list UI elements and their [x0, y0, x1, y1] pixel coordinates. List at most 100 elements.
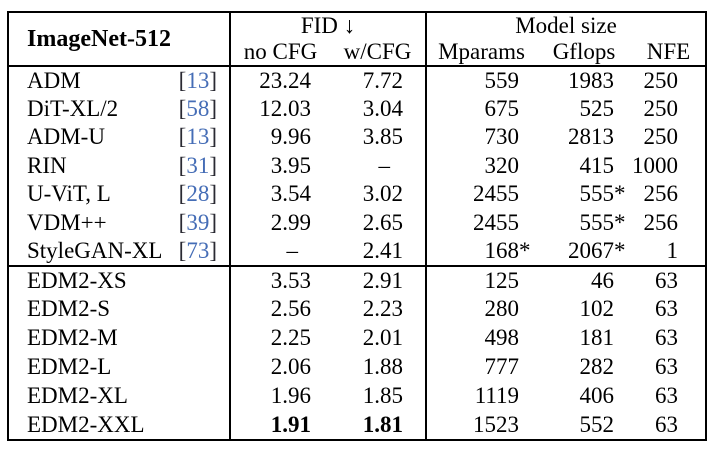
mparams-cell: 498	[484, 325, 520, 350]
fid-no-cfg-cell: 2.06	[270, 354, 311, 379]
model-name-cell: EDM2-L	[8, 352, 231, 382]
baseline-methods-group: ADM [13] 23.24 7.72 559 1983 250 DiT-XL/…	[8, 66, 706, 266]
col-header-no-cfg: no CFG	[243, 39, 318, 64]
nfe-cell: 1	[666, 237, 679, 263]
fid-no-cfg-cell: 23.24	[259, 67, 311, 93]
model-name-cell: DiT-XL/2 [58]	[8, 94, 231, 123]
mparams-cell: 730	[484, 124, 520, 150]
gflops-cell: 555*	[579, 181, 626, 207]
gflops-cell: 181	[579, 325, 615, 350]
mparams-cell: 168*	[484, 237, 531, 263]
citation-number: 13	[186, 124, 210, 150]
fid-w-cfg-cell: 7.72	[330, 66, 427, 95]
col-header-nfe: NFE	[646, 39, 691, 64]
fid-no-cfg-cell: 2.25	[270, 325, 311, 350]
nfe-cell: 1000	[632, 152, 678, 178]
nfe-cell: 63	[655, 354, 678, 379]
table-row: VDM++ [39] 2.99 2.65 2455 555* 256	[8, 208, 706, 237]
table-row: U-ViT, L [28] 3.54 3.02 2455 555* 256	[8, 180, 706, 209]
mparams-cell: 1119	[474, 383, 519, 408]
fid-w-cfg-cell: 1.81	[330, 410, 427, 440]
fid-w-cfg-cell: 1.88	[330, 352, 427, 382]
col-header-gflops: Gflops	[552, 39, 616, 64]
citation-number: 31	[186, 152, 210, 178]
table-row: EDM2-L 2.06 1.88 777 282 63	[8, 352, 706, 382]
table-row: ADM-U [13] 9.96 3.85 730 2813 250	[8, 123, 706, 152]
fid-no-cfg-cell: 2.99	[270, 209, 311, 235]
nfe-cell: 63	[655, 296, 678, 321]
fid-w-cfg-cell: 2.65	[330, 208, 427, 237]
model-name-cell: ADM [13]	[8, 66, 231, 95]
table-row: RIN [31] 3.95 – 320 415 1000	[8, 151, 706, 180]
model-name: StyleGAN-XL	[27, 237, 163, 263]
gflops-cell: 2067*	[568, 237, 626, 263]
mparams-cell: 280	[484, 296, 520, 321]
model-name: EDM2-XS	[27, 267, 127, 293]
model-name-cell: VDM++ [39]	[8, 208, 231, 237]
gflops-cell: 415	[579, 152, 615, 178]
fid-w-cfg-cell: 1.85	[330, 381, 427, 411]
fid-no-cfg-cell: –	[286, 237, 299, 263]
table-row: ADM [13] 23.24 7.72 559 1983 250	[8, 66, 706, 95]
model-name-cell: RIN [31]	[8, 151, 231, 180]
model-name: EDM2-M	[27, 325, 118, 350]
nfe-cell: 250	[643, 67, 679, 93]
model-name-cell: EDM2-M	[8, 323, 231, 353]
table-row: EDM2-XXL 1.91 1.81 1523 552 63	[8, 410, 706, 440]
model-name: ADM-U	[27, 124, 105, 150]
model-name: EDM2-S	[27, 296, 111, 321]
citation-link[interactable]: [13]	[178, 67, 217, 93]
col-header-mparams: Mparams	[438, 39, 525, 64]
fid-no-cfg-cell: 3.95	[270, 152, 311, 178]
model-name: RIN	[27, 152, 67, 178]
gflops-cell: 552	[579, 411, 615, 437]
fid-no-cfg-cell: 3.54	[270, 181, 311, 207]
mparams-cell: 2455	[473, 181, 519, 207]
col-header-w-cfg: w/CFG	[330, 39, 427, 66]
table-title: ImageNet-512	[8, 12, 231, 66]
table-row: EDM2-XS 3.53 2.91 125 46 63	[8, 265, 706, 295]
fid-no-cfg-cell: 1.91	[270, 411, 311, 437]
citation-link[interactable]: [31]	[178, 152, 217, 178]
table-row: EDM2-M 2.25 2.01 498 181 63	[8, 323, 706, 353]
model-name-cell: ADM-U [13]	[8, 123, 231, 152]
table-row: StyleGAN-XL [73] – 2.41 168* 2067* 1	[8, 237, 706, 266]
citation-link[interactable]: [39]	[178, 209, 217, 235]
citation-link[interactable]: [58]	[178, 95, 217, 121]
model-name-cell: EDM2-XL	[8, 381, 231, 411]
model-name: DiT-XL/2	[27, 95, 119, 121]
table-row: DiT-XL/2 [58] 12.03 3.04 675 525 250	[8, 94, 706, 123]
fid-w-cfg-cell: 3.85	[330, 123, 427, 152]
fid-w-cfg-cell: 2.41	[330, 237, 427, 266]
mparams-cell: 559	[484, 67, 520, 93]
nfe-cell: 63	[655, 267, 678, 293]
fid-w-cfg-cell: 2.23	[330, 294, 427, 324]
nfe-cell: 256	[643, 181, 679, 207]
fid-w-cfg-cell: 2.01	[330, 323, 427, 353]
model-name: EDM2-XXL	[27, 411, 145, 437]
citation-number: 28	[186, 181, 210, 207]
gflops-cell: 282	[579, 354, 615, 379]
citation-link[interactable]: [28]	[178, 181, 217, 207]
nfe-cell: 250	[643, 95, 679, 121]
fid-w-cfg-cell: –	[330, 151, 427, 180]
model-name: U-ViT, L	[27, 181, 111, 207]
gflops-cell: 102	[579, 296, 615, 321]
citation-link[interactable]: [13]	[178, 124, 217, 150]
model-name: ADM	[27, 67, 81, 93]
edm2-methods-group: EDM2-XS 3.53 2.91 125 46 63 EDM2-S 2.56 …	[8, 265, 706, 440]
model-name: EDM2-L	[27, 354, 112, 379]
citation-link[interactable]: [73]	[178, 237, 217, 263]
fid-group-header: FID ↓	[230, 12, 427, 39]
fid-w-cfg-cell: 2.91	[330, 265, 427, 295]
model-name: VDM++	[27, 209, 107, 235]
citation-number: 13	[186, 67, 210, 93]
nfe-cell: 256	[643, 209, 679, 235]
imagenet512-results-table: ImageNet-512 FID ↓ Model size no CFG w/C…	[7, 11, 707, 441]
nfe-cell: 63	[655, 325, 678, 350]
model-name: EDM2-XL	[27, 383, 128, 408]
table-row: EDM2-S 2.56 2.23 280 102 63	[8, 294, 706, 324]
fid-no-cfg-cell: 9.96	[270, 124, 311, 150]
fid-w-cfg-cell: 3.04	[330, 94, 427, 123]
results-table-container: ImageNet-512 FID ↓ Model size no CFG w/C…	[7, 11, 707, 441]
